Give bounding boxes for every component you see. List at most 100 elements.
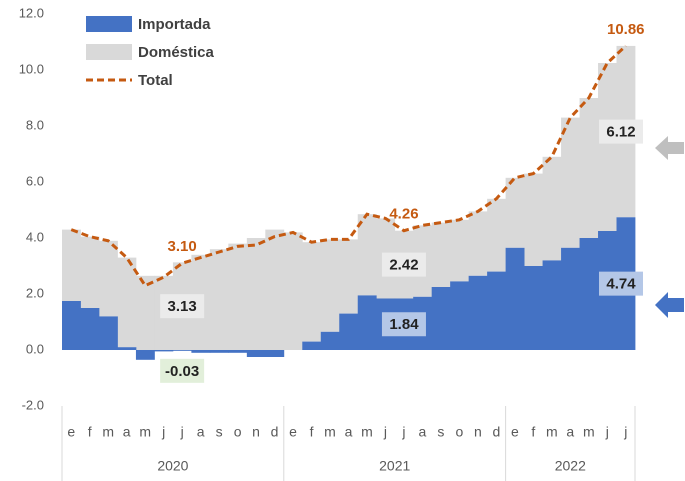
bar [246,350,266,357]
bar [598,63,617,231]
bar [487,198,507,272]
bar [431,222,451,287]
group-label: 2020 [157,458,188,474]
bar [246,238,266,350]
y-tick-label: 0.0 [26,341,44,356]
data-label: 4.26 [389,206,418,223]
group-label: 2022 [555,458,586,474]
arrow-domestica [655,136,684,160]
x-tick-label: e [289,424,297,440]
group-label: 2021 [379,458,410,474]
bar [450,219,470,282]
bar [468,211,488,276]
bar [154,350,174,352]
bar [505,247,525,350]
x-tick-label: n [252,424,260,440]
bar [209,350,229,353]
y-tick-label: 4.0 [26,229,44,244]
y-tick-label: 6.0 [26,173,44,188]
x-tick-label: o [234,424,242,440]
x-tick-label: s [437,424,444,440]
bar [98,316,118,350]
x-tick-label: j [605,424,609,440]
y-tick-label: 2.0 [26,285,44,300]
x-tick-label: m [324,424,336,440]
x-tick-label: s [216,424,223,440]
bar [524,266,543,350]
x-tick-label: d [492,424,500,440]
legend-swatch [86,44,132,60]
bar [265,229,285,350]
y-tick-label: 8.0 [26,117,44,132]
y-tick-label: 12.0 [19,5,44,20]
bar [135,350,155,360]
y-tick-label: -2.0 [22,397,44,412]
x-tick-label: j [161,424,165,440]
bar [339,239,359,314]
bar [117,347,137,350]
bar [339,313,359,350]
data-label-box [599,271,643,296]
bar [302,341,322,350]
data-label-box [599,119,643,144]
y-tick-label: 10.0 [19,61,44,76]
x-tick-label: f [310,424,314,440]
data-label: 3.13 [168,298,197,315]
bar [561,247,580,350]
bar [579,98,599,238]
bar [228,243,248,350]
x-tick-label: e [511,424,519,440]
bar [302,242,322,342]
bar [265,350,285,357]
bar [80,236,100,308]
x-tick-label: a [345,424,353,440]
x-tick-label: m [583,424,595,440]
x-tick-label: a [566,424,574,440]
data-label-box [381,312,426,337]
data-label: 10.86 [607,21,645,38]
x-tick-label: m [546,424,558,440]
bar [62,229,81,301]
bar [579,238,599,350]
x-tick-label: e [67,424,75,440]
data-label: 4.74 [606,276,636,293]
x-tick-label: j [401,424,405,440]
bar [228,350,248,353]
bar [320,331,340,350]
bar [524,173,543,266]
data-label: -0.03 [165,363,199,380]
x-tick-label: d [271,424,279,440]
x-tick-label: j [180,424,184,440]
x-tick-label: a [419,424,427,440]
bar [431,287,451,350]
arrow-importada [655,292,684,318]
x-tick-label: f [531,424,535,440]
bar [561,117,580,248]
bar [209,249,229,350]
bar [450,281,470,350]
bar [135,275,155,350]
bar [320,239,340,332]
bar [117,257,137,348]
data-label: 6.12 [606,124,635,141]
x-tick-label: m [102,424,114,440]
data-label-box [160,294,205,319]
legend-label: Importada [138,16,211,33]
bar [283,232,303,350]
x-tick-label: m [139,424,151,440]
x-tick-label: f [88,424,92,440]
bar [172,350,192,351]
x-tick-label: a [123,424,131,440]
data-label: 2.42 [389,257,418,274]
data-label-box [160,358,205,383]
legend-label: Total [138,72,173,89]
x-tick-label: a [197,424,205,440]
x-tick-label: n [474,424,482,440]
bar [505,177,525,248]
data-label: 1.84 [389,316,419,333]
legend-swatch [86,16,132,32]
data-label-box [381,252,426,277]
bar [468,275,488,350]
bar [98,240,118,317]
